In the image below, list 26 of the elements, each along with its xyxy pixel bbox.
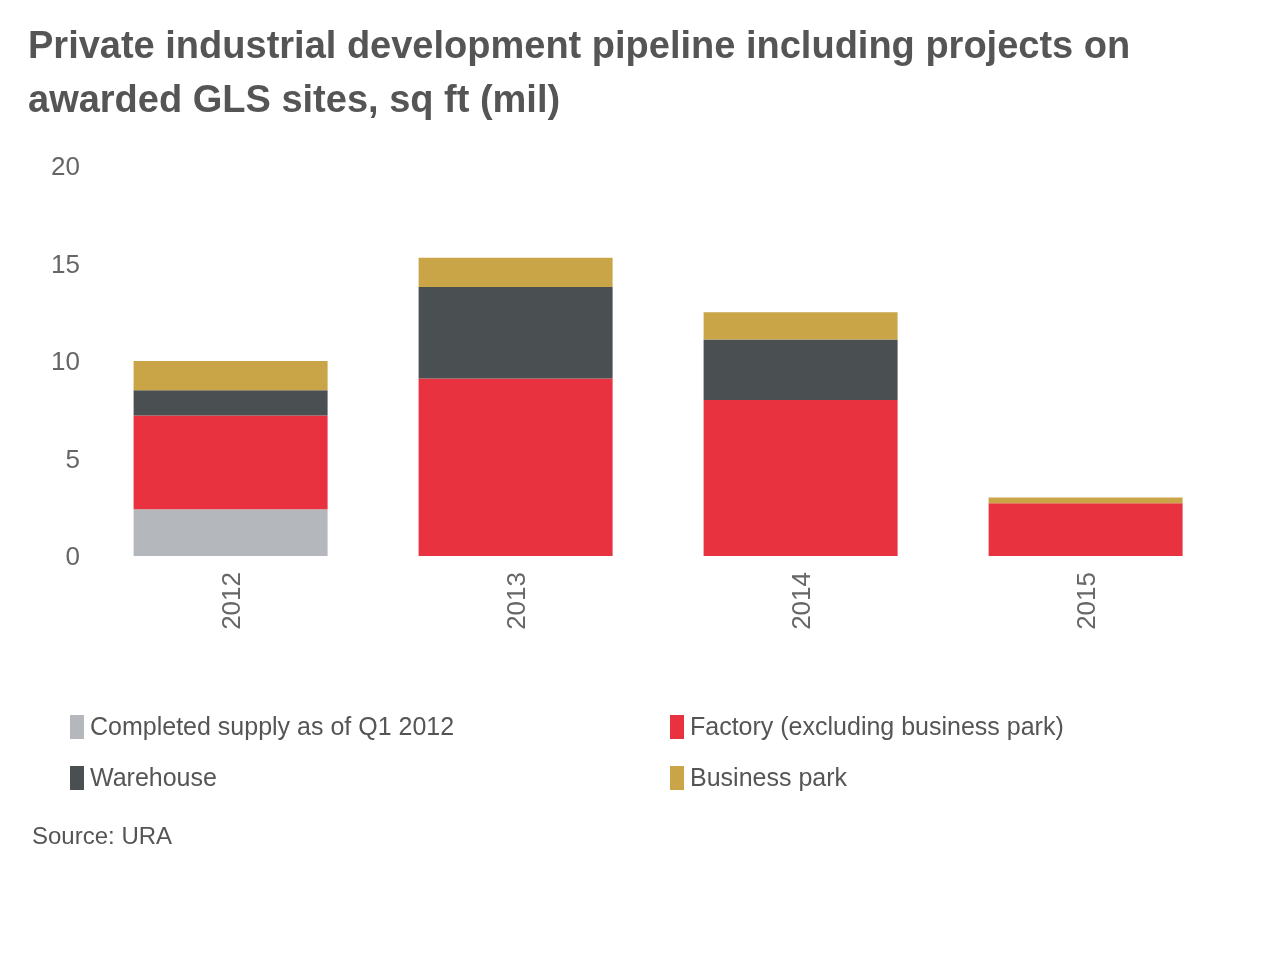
x-tick-label: 2012	[215, 572, 246, 630]
bar	[988, 503, 1183, 556]
bar	[133, 415, 328, 510]
bar	[133, 390, 328, 416]
bar	[418, 257, 613, 287]
x-tick-label: 2014	[785, 572, 816, 630]
y-tick-label: 0	[65, 541, 80, 572]
chart-title: Private industrial development pipeline including projects on awarded GLS sites, sq ft (mil)	[27, 23, 1132, 122]
y-tick-label: 15	[51, 248, 80, 279]
bar	[418, 286, 613, 379]
y-tick-label: 5	[65, 443, 80, 474]
legend-label: Completed supply as of Q1 2012	[90, 712, 455, 741]
legend-label: Business park	[690, 763, 848, 792]
y-tick-label: 10	[51, 346, 80, 377]
bar	[703, 400, 898, 556]
bar	[418, 378, 613, 556]
bar	[133, 509, 328, 556]
legend-label: Factory (excluding business park)	[690, 712, 1064, 741]
bar	[703, 339, 898, 400]
bar	[703, 312, 898, 340]
x-tick-label: 2013	[500, 572, 531, 630]
y-tick-label: 20	[51, 151, 80, 182]
legend-label: Warehouse	[90, 763, 217, 792]
x-tick-label: 2015	[1070, 572, 1101, 630]
source-note: Source: URA	[32, 822, 174, 850]
bar	[133, 361, 328, 391]
